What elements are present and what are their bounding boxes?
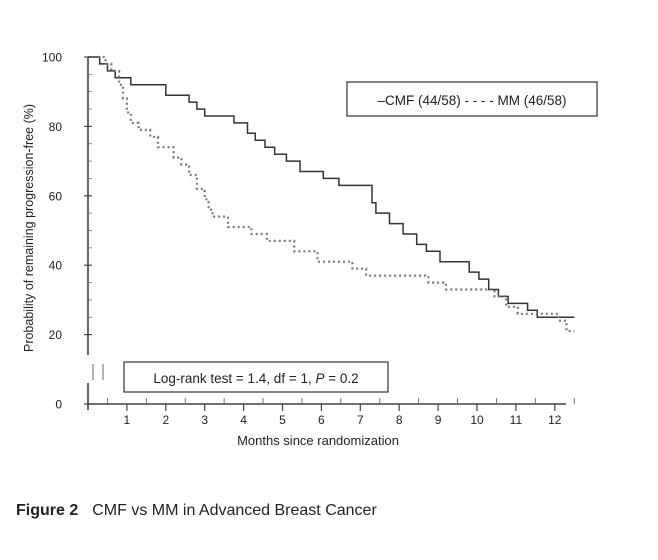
caption-text: CMF vs MM in Advanced Breast Cancer — [92, 502, 377, 519]
x-tick-label: 3 — [201, 413, 208, 427]
x-tick-label: 8 — [396, 413, 403, 427]
annotation-text: Log-rank test = 1.4, df = 1, P = 0.2 — [153, 371, 358, 386]
y-tick-label: 20 — [49, 328, 63, 342]
y-tick-label: 60 — [49, 189, 63, 203]
logrank-annotation: Log-rank test = 1.4, df = 1, P = 0.2 — [123, 361, 389, 393]
series-layer — [88, 55, 575, 333]
x-tick-label: 7 — [357, 413, 364, 427]
annotation-box — [123, 361, 389, 393]
series-cmf-curve — [88, 56, 575, 319]
x-tick-label: 1 — [124, 413, 131, 427]
y-tick-label: 40 — [49, 259, 63, 273]
y-axis-label: Probability of remaining progression-fre… — [22, 104, 36, 352]
x-tick-label: 5 — [279, 413, 286, 427]
x-axis: 1 2 3 4 5 6 7 8 9 10 11 12 Months since randomizati… — [88, 398, 575, 448]
x-tick-label: 10 — [470, 413, 484, 427]
x-ticks: 1 2 3 4 5 6 7 8 9 10 11 12 — [106, 398, 575, 427]
x-tick-label: 4 — [240, 413, 247, 427]
annotation-p-label: P — [315, 371, 324, 386]
y-tick-label: 80 — [49, 120, 63, 134]
y-tick-label: 0 — [55, 398, 62, 412]
x-tick-label: 12 — [548, 413, 562, 427]
annotation-prefix: Log-rank test = 1.4, df = 1, — [153, 371, 315, 386]
x-tick-label: 2 — [162, 413, 169, 427]
y-axis: 0 20 40 60 80 100 Probability of remaining pr… — [22, 51, 104, 412]
figure-caption: Figure 2 CMF vs MM in Advanced Breast Can… — [16, 502, 377, 520]
annotation-suffix: = 0.2 — [324, 371, 358, 386]
x-tick-label: 9 — [435, 413, 442, 427]
series-mm-curve — [97, 55, 575, 333]
axis-break-marks — [92, 364, 104, 380]
legend-text: –CMF (44/58) - - - - MM (46/58) — [377, 93, 566, 108]
x-axis-label: Months since randomization — [237, 433, 399, 448]
legend: –CMF (44/58) - - - - MM (46/58) — [346, 81, 598, 117]
x-tick-label: 6 — [318, 413, 325, 427]
y-tick-label: 100 — [42, 51, 62, 65]
legend-box — [346, 81, 598, 117]
y-ticks: 0 20 40 60 80 100 — [42, 51, 92, 412]
x-tick-label: 11 — [510, 413, 523, 427]
km-chart: 0 20 40 60 80 100 Probability of remaining pr… — [22, 51, 598, 448]
caption-label: Figure 2 — [16, 502, 79, 519]
